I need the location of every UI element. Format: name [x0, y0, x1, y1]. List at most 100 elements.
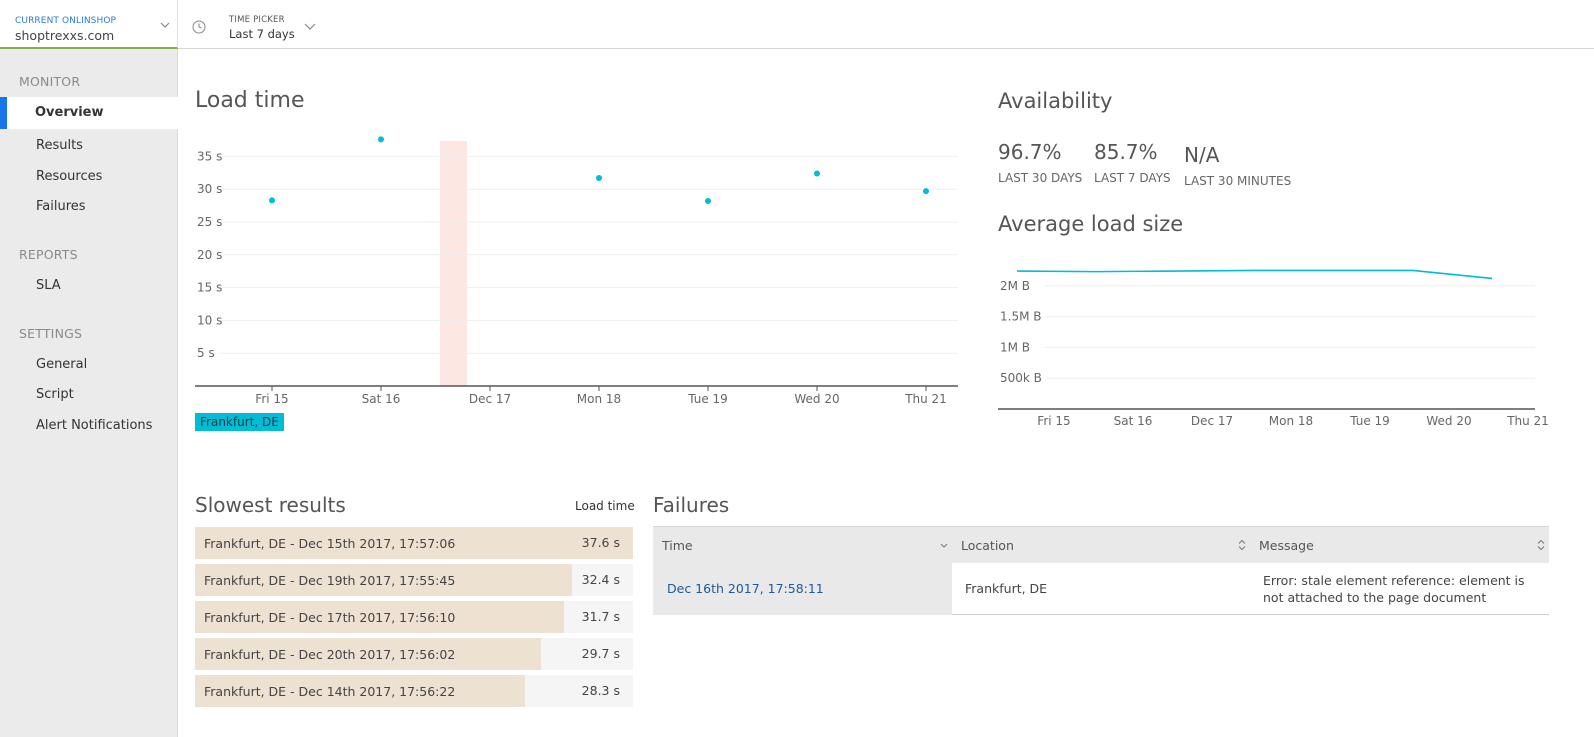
y-tick-label: 20 s [197, 248, 222, 262]
sidebar-item-results[interactable]: Results [36, 138, 83, 153]
load-time-bar [195, 601, 565, 633]
result-value: 32.4 s [581, 572, 620, 587]
load-time-bar [195, 564, 573, 596]
result-label: Frankfurt, DE - Dec 20th 2017, 17:56:02 [204, 647, 456, 662]
data-point [923, 188, 929, 195]
top-bar: CURRENT ONLINSHOP shoptrexxs.com TIME PI… [0, 0, 1594, 49]
column-message[interactable]: Message [1259, 538, 1314, 553]
availability-value: 85.7% [1094, 140, 1158, 164]
avg-load-size-title: Average load size [998, 212, 1184, 236]
sidebar-item-script[interactable]: Script [36, 387, 74, 402]
sidebar-item-general[interactable]: General [36, 357, 88, 372]
load-time-bar [195, 527, 633, 559]
sort-desc-icon[interactable] [940, 539, 948, 551]
series-line [1016, 269, 1493, 280]
failure-time-link[interactable]: Dec 16th 2017, 17:58:11 [667, 581, 824, 596]
availability-30d: 96.7% LAST 30 DAYS [998, 140, 1082, 185]
load-time-bar [195, 675, 525, 707]
result-label: Frankfurt, DE - Dec 14th 2017, 17:56:22 [204, 684, 456, 699]
x-tick-label: Wed 20 [1426, 414, 1471, 428]
sidebar-section-settings: SETTINGS [19, 326, 83, 341]
table-header: Time Location Message [653, 526, 1549, 563]
sidebar: MONITOR Overview Results Resources Failu… [0, 49, 178, 737]
x-tick-label: Tue 19 [1349, 414, 1390, 428]
time-picker[interactable]: TIME PICKER Last 7 days [178, 0, 338, 49]
availability-value: N/A [1184, 143, 1220, 167]
time-picker-label: TIME PICKER [229, 15, 285, 25]
availability-30m: N/A LAST 30 MINUTES [1184, 143, 1291, 188]
x-tick-label: Fri 15 [1037, 414, 1070, 428]
data-point [378, 136, 384, 143]
x-tick-label: Sat 16 [362, 392, 401, 406]
clock-icon [192, 20, 206, 34]
load-time-column-header: Load time [575, 499, 635, 513]
y-tick-label: 30 s [197, 182, 222, 196]
column-location[interactable]: Location [961, 538, 1014, 553]
x-tick-label: Thu 21 [904, 392, 947, 406]
result-label: Frankfurt, DE - Dec 19th 2017, 17:55:45 [204, 573, 456, 588]
x-tick-label: Mon 18 [1269, 414, 1313, 428]
availability-caption: LAST 30 DAYS [998, 171, 1083, 185]
y-tick-label: 1.5M B [1000, 310, 1041, 324]
active-indicator [0, 97, 7, 129]
data-point [269, 197, 275, 204]
load-time-chart: 5 s 10 s 15 s 20 s 25 s 30 s 35 s Fri 15 Sat 16 D… [195, 136, 958, 406]
x-tick-label: Wed 20 [794, 392, 839, 406]
chevron-down-icon [160, 22, 170, 28]
y-tick-label: 5 s [197, 346, 215, 360]
sort-icon[interactable] [1238, 539, 1246, 551]
sort-icon[interactable] [1537, 539, 1545, 551]
y-tick-label: 2M B [1000, 279, 1030, 293]
availability-title: Availability [998, 89, 1113, 113]
sidebar-item-alert-notifications[interactable]: Alert Notifications [36, 418, 153, 433]
highlight-band [440, 141, 467, 386]
y-tick-label: 35 s [197, 149, 222, 163]
data-point [596, 175, 602, 182]
cell-message: Error: stale element reference: element … [1263, 573, 1525, 605]
x-tick-label: Tue 19 [687, 392, 728, 406]
list-item[interactable]: Frankfurt, DE - Dec 19th 2017, 17:55:45 3… [195, 564, 633, 596]
shop-selector[interactable]: CURRENT ONLINSHOP shoptrexxs.com [0, 0, 178, 49]
failures-title: Failures [653, 493, 730, 517]
y-tick-label: 1M B [1000, 340, 1030, 354]
availability-7d: 85.7% LAST 7 DAYS [1094, 140, 1171, 185]
availability-caption: LAST 30 MINUTES [1184, 174, 1292, 188]
list-item[interactable]: Frankfurt, DE - Dec 15th 2017, 17:57:06 3… [195, 527, 633, 559]
y-tick-label: 15 s [197, 281, 222, 295]
avg-load-size-chart: 500k B 1M B 1.5M B 2M B Fri 15 Sat 16 Dec 17 Mo… [998, 269, 1549, 428]
table-row[interactable]: Dec 16th 2017, 17:58:11 Frankfurt, DE Er… [653, 563, 1549, 615]
sidebar-item-sla[interactable]: SLA [36, 278, 61, 293]
column-time[interactable]: Time [662, 538, 693, 553]
x-tick-label: Dec 17 [1191, 414, 1233, 428]
x-tick-label: Dec 17 [469, 392, 511, 406]
availability-caption: LAST 7 DAYS [1094, 171, 1171, 185]
legend-frankfurt[interactable]: Frankfurt, DE [195, 413, 284, 431]
result-value: 31.7 s [581, 609, 620, 624]
result-value: 28.3 s [581, 683, 620, 698]
list-item[interactable]: Frankfurt, DE - Dec 17th 2017, 17:56:10 3… [195, 601, 633, 633]
sidebar-item-resources[interactable]: Resources [36, 169, 103, 184]
list-item[interactable]: Frankfurt, DE - Dec 20th 2017, 17:56:02 2… [195, 638, 633, 670]
sidebar-item-label: Overview [35, 105, 104, 120]
shop-selector-label: CURRENT ONLINSHOP [15, 16, 117, 26]
x-tick-label: Thu 21 [1506, 414, 1549, 428]
result-label: Frankfurt, DE - Dec 17th 2017, 17:56:10 [204, 610, 456, 625]
sidebar-item-failures[interactable]: Failures [36, 199, 86, 214]
result-label: Frankfurt, DE - Dec 15th 2017, 17:57:06 [204, 536, 456, 551]
result-value: 29.7 s [581, 646, 620, 661]
y-tick-label: 500k B [1000, 371, 1042, 385]
sidebar-section-reports: REPORTS [19, 247, 78, 262]
availability-value: 96.7% [998, 140, 1062, 164]
slowest-results-title: Slowest results [195, 493, 346, 517]
list-item[interactable]: Frankfurt, DE - Dec 14th 2017, 17:56:22 2… [195, 675, 633, 707]
result-value: 37.6 s [581, 535, 620, 550]
load-time-bar [195, 638, 542, 670]
x-tick-label: Mon 18 [577, 392, 621, 406]
x-tick-label: Fri 15 [255, 392, 288, 406]
sidebar-section-monitor: MONITOR [19, 74, 81, 89]
time-picker-value: Last 7 days [229, 27, 295, 41]
sidebar-item-overview[interactable]: Overview [0, 97, 178, 129]
chevron-down-icon [304, 23, 316, 30]
failures-table: Time Location Message Dec 16th 2017, 17:… [653, 526, 1549, 615]
y-tick-label: 10 s [197, 313, 222, 327]
